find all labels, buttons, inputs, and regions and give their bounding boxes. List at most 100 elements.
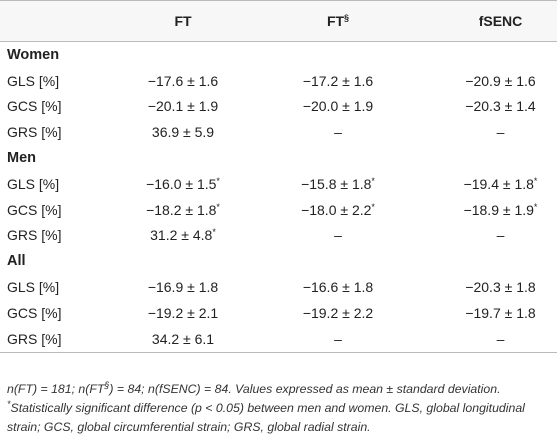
- header-row: FT FT§ fSENC: [0, 0, 557, 42]
- cell-text: −17.2 ± 1.6: [302, 72, 374, 89]
- value-cell: −19.2 ± 2.1: [108, 300, 258, 326]
- cell-text: GRS [%]: [7, 330, 62, 347]
- footnote-text: Statistically significant difference (p …: [7, 401, 525, 434]
- section-title: Men: [7, 150, 36, 167]
- superscript: §: [344, 13, 350, 23]
- cell-text: GLS [%]: [7, 175, 60, 192]
- cell-text: −16.0 ± 1.5: [146, 175, 217, 192]
- cell-text: −20.9 ± 1.6: [465, 72, 536, 89]
- footnote-text: ) = 84; n(fSENC) = 84. Values expressed …: [109, 382, 501, 396]
- value-cell: 36.9 ± 5.9: [108, 119, 258, 145]
- section-row: Women: [0, 42, 557, 68]
- cell-text: −18.2 ± 1.8: [146, 201, 217, 218]
- superscript: *: [371, 175, 375, 186]
- section-title: Women: [7, 46, 60, 63]
- value-cell: −18.0 ± 2.2*: [258, 197, 418, 223]
- row-label: GRS [%]: [0, 325, 108, 353]
- data-row: GLS [%] −16.0 ± 1.5* −15.8 ± 1.8* −19.4 ± 1…: [0, 171, 557, 197]
- row-label: GLS [%]: [0, 68, 108, 94]
- row-label: GRS [%]: [0, 119, 108, 145]
- superscript: *: [216, 201, 220, 212]
- value-cell: 31.2 ± 4.8*: [108, 223, 258, 249]
- value-cell: −20.3 ± 1.8: [418, 274, 557, 300]
- cell-text: –: [496, 124, 505, 141]
- value-cell: −15.8 ± 1.8*: [258, 171, 418, 197]
- value-cell: −19.7 ± 1.8: [418, 300, 557, 326]
- cell-text: −16.6 ± 1.8: [302, 279, 374, 296]
- value-cell: –: [418, 119, 557, 145]
- section-title: All: [7, 253, 26, 270]
- value-cell: −20.1 ± 1.9: [108, 94, 258, 120]
- row-label: GRS [%]: [0, 223, 108, 249]
- value-cell: –: [418, 325, 557, 353]
- superscript: *: [216, 175, 220, 186]
- value-cell: −19.2 ± 2.2: [258, 300, 418, 326]
- column-header: FT: [108, 0, 258, 42]
- data-row: GRS [%] 34.2 ± 6.1 – –: [0, 325, 557, 353]
- value-cell: −20.0 ± 1.9: [258, 94, 418, 120]
- value-cell: −16.6 ± 1.8: [258, 274, 418, 300]
- value-cell: −16.0 ± 1.5*: [108, 171, 258, 197]
- footnote-text: *: [7, 399, 11, 409]
- column-header: fSENC: [418, 0, 557, 42]
- value-cell: 34.2 ± 6.1: [108, 325, 258, 353]
- cell-text: 36.9 ± 5.9: [151, 124, 215, 141]
- value-cell: −17.2 ± 1.6: [258, 68, 418, 94]
- row-label: GCS [%]: [0, 300, 108, 326]
- section-row: All: [0, 248, 557, 274]
- cell-text: GLS [%]: [7, 279, 60, 296]
- cell-text: –: [334, 124, 342, 141]
- footnote: n(FT) = 181; n(FT§) = 84; n(fSENC) = 84.…: [7, 380, 552, 437]
- value-cell: −18.2 ± 1.8*: [108, 197, 258, 223]
- column-header: FT§: [258, 0, 418, 42]
- cell-text: −20.3 ± 1.8: [465, 279, 536, 296]
- superscript: *: [212, 227, 216, 238]
- superscript: *: [533, 201, 538, 212]
- cell-text: –: [334, 330, 342, 347]
- row-label: GCS [%]: [0, 197, 108, 223]
- cell-text: –: [496, 330, 505, 347]
- cell-text: –: [334, 227, 342, 244]
- cell-text: FT: [326, 13, 345, 29]
- row-label: GLS [%]: [0, 171, 108, 197]
- section-row: Men: [0, 145, 557, 171]
- cell-text: fSENC: [478, 13, 523, 29]
- data-row: GLS [%] −16.9 ± 1.8 −16.6 ± 1.8 −20.3 ± 1.8: [0, 274, 557, 300]
- cell-text: −20.1 ± 1.9: [147, 98, 219, 115]
- column-header: [0, 0, 108, 42]
- cell-text: –: [496, 227, 505, 244]
- superscript: *: [533, 175, 538, 186]
- cell-text: −19.7 ± 1.8: [465, 304, 536, 321]
- data-row: GRS [%] 31.2 ± 4.8* – –: [0, 223, 557, 249]
- value-cell: –: [258, 325, 418, 353]
- value-cell: −19.4 ± 1.8*: [418, 171, 557, 197]
- cell-text: GCS [%]: [7, 201, 62, 218]
- cell-text: −20.0 ± 1.9: [302, 98, 374, 115]
- value-cell: −18.9 ± 1.9*: [418, 197, 557, 223]
- data-row: GCS [%] −18.2 ± 1.8* −18.0 ± 2.2* −18.9 ± 1…: [0, 197, 557, 223]
- data-table: FT FT§ fSENC Women GLS [%] −17.6 ± 1.6 −17.2 …: [0, 0, 557, 353]
- cell-text: −19.2 ± 2.1: [147, 304, 219, 321]
- cell-text: GRS [%]: [7, 124, 62, 141]
- cell-text: −19.4 ± 1.8: [463, 175, 534, 192]
- table-body: Women GLS [%] −17.6 ± 1.6 −17.2 ± 1.6 −20.9 …: [0, 42, 557, 353]
- value-cell: −17.6 ± 1.6: [108, 68, 258, 94]
- cell-text: −18.0 ± 2.2: [301, 201, 372, 218]
- cell-text: GCS [%]: [7, 304, 62, 321]
- data-row: GRS [%] 36.9 ± 5.9 – –: [0, 119, 557, 145]
- value-cell: −20.3 ± 1.4: [418, 94, 557, 120]
- value-cell: –: [258, 119, 418, 145]
- cell-text: 34.2 ± 6.1: [151, 330, 215, 347]
- cell-text: FT: [174, 13, 192, 29]
- value-cell: −20.9 ± 1.6: [418, 68, 557, 94]
- cell-text: −19.2 ± 2.2: [302, 304, 374, 321]
- cell-text: GRS [%]: [7, 227, 62, 244]
- value-cell: −16.9 ± 1.8: [108, 274, 258, 300]
- row-label: GCS [%]: [0, 94, 108, 120]
- cell-text: −20.3 ± 1.4: [465, 98, 536, 115]
- row-label: GLS [%]: [0, 274, 108, 300]
- cell-text: −17.6 ± 1.6: [147, 72, 219, 89]
- cell-text: −18.9 ± 1.9: [463, 201, 534, 218]
- data-row: GLS [%] −17.6 ± 1.6 −17.2 ± 1.6 −20.9 ± 1.6: [0, 68, 557, 94]
